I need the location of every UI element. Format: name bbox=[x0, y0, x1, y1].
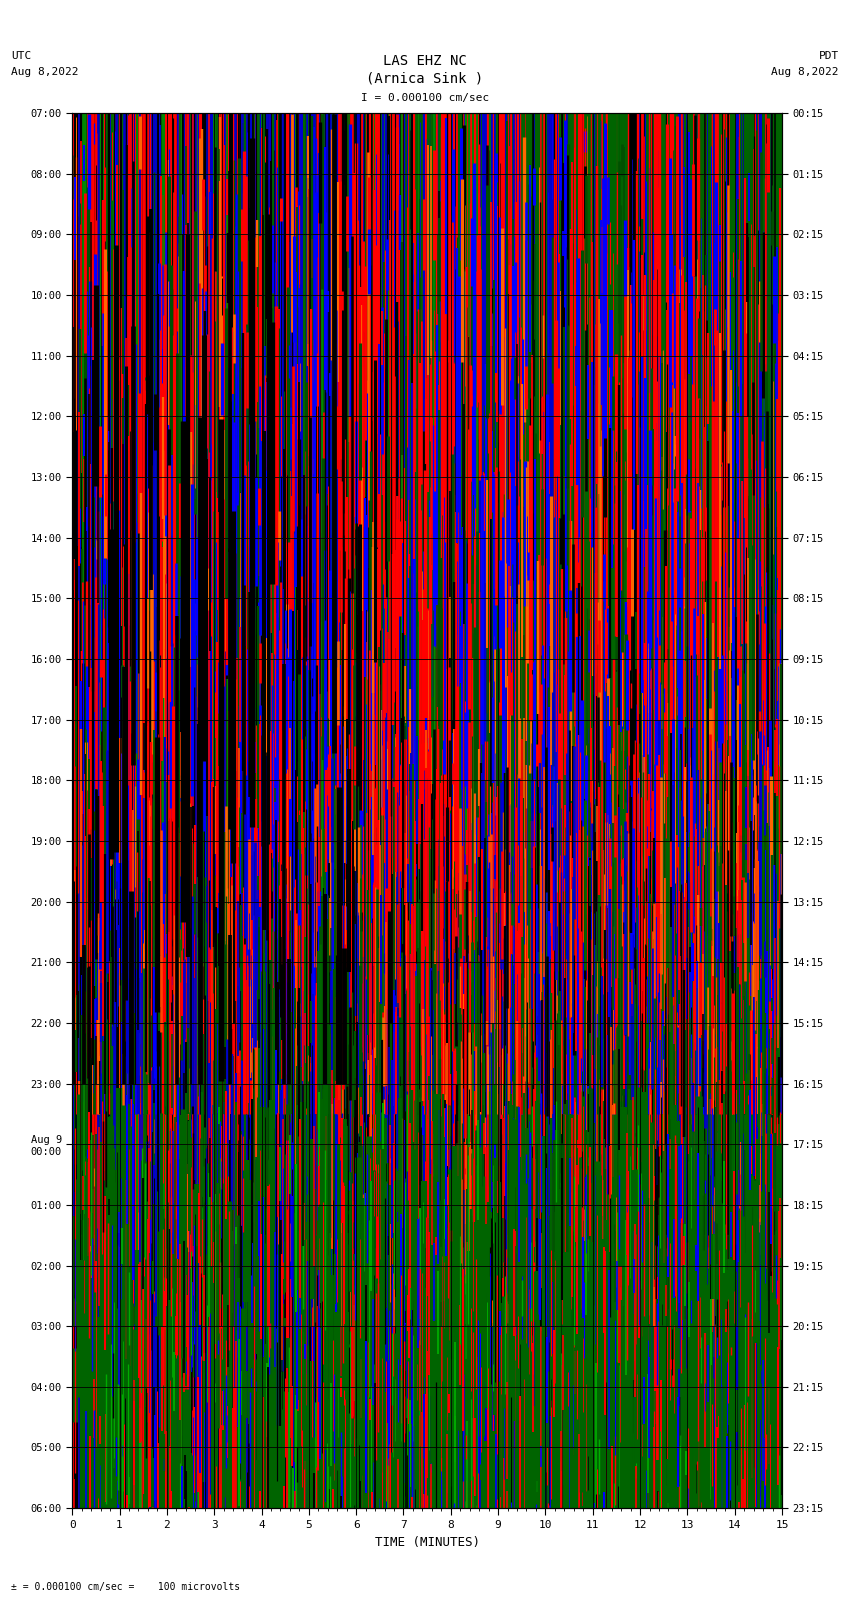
Text: (Arnica Sink ): (Arnica Sink ) bbox=[366, 71, 484, 85]
X-axis label: TIME (MINUTES): TIME (MINUTES) bbox=[375, 1536, 479, 1548]
Text: Aug 8,2022: Aug 8,2022 bbox=[772, 68, 839, 77]
Text: I = 0.000100 cm/sec: I = 0.000100 cm/sec bbox=[361, 94, 489, 103]
Text: PDT: PDT bbox=[819, 52, 839, 61]
Text: Aug 8,2022: Aug 8,2022 bbox=[11, 68, 78, 77]
Text: UTC: UTC bbox=[11, 52, 31, 61]
Text: LAS EHZ NC: LAS EHZ NC bbox=[383, 53, 467, 68]
Text: ± = 0.000100 cm/sec =    100 microvolts: ± = 0.000100 cm/sec = 100 microvolts bbox=[11, 1582, 241, 1592]
